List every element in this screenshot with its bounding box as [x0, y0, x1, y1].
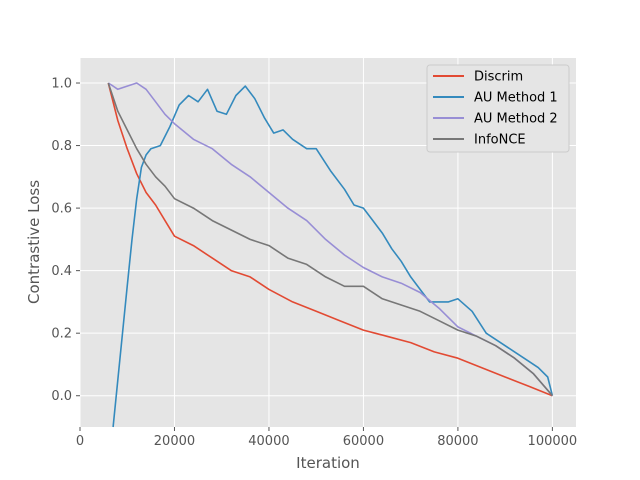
x-tick-label: 80000	[437, 434, 478, 449]
y-axis-ticks: 0.0 0.2 0.4 0.6 0.8 1.0	[51, 77, 80, 404]
legend-label: AU Method 1	[474, 91, 558, 106]
x-axis-ticks: 0 20000 40000 60000 80000 100000	[76, 427, 577, 449]
x-tick-label: 40000	[248, 434, 289, 449]
legend-label: AU Method 2	[474, 112, 558, 127]
series-line-1	[107, 82, 553, 397]
x-tick-label: 20000	[154, 434, 195, 449]
x-axis-label: Iteration	[296, 454, 360, 472]
y-tick-label: 0.8	[51, 139, 72, 154]
y-axis-label: Contrastive Loss	[25, 180, 43, 304]
series-line-2	[112, 85, 554, 428]
y-tick-label: 0.6	[51, 202, 72, 217]
y-tick-label: 0.4	[51, 264, 72, 279]
series-lines	[107, 82, 554, 428]
legend: Discrim AU Method 1 AU Method 2 InfoNCE	[426, 64, 570, 153]
x-tick-label: 60000	[343, 434, 384, 449]
legend-label: Discrim	[474, 70, 523, 85]
x-tick-label: 100000	[528, 434, 578, 449]
legend-label: InfoNCE	[474, 133, 526, 148]
y-tick-label: 0.0	[51, 389, 72, 404]
y-tick-label: 0.2	[51, 327, 72, 342]
y-tick-label: 1.0	[51, 77, 72, 92]
x-tick-label: 0	[76, 434, 84, 449]
series-line-3	[107, 82, 554, 397]
legend-box	[426, 64, 570, 153]
series-line-4	[107, 82, 554, 397]
